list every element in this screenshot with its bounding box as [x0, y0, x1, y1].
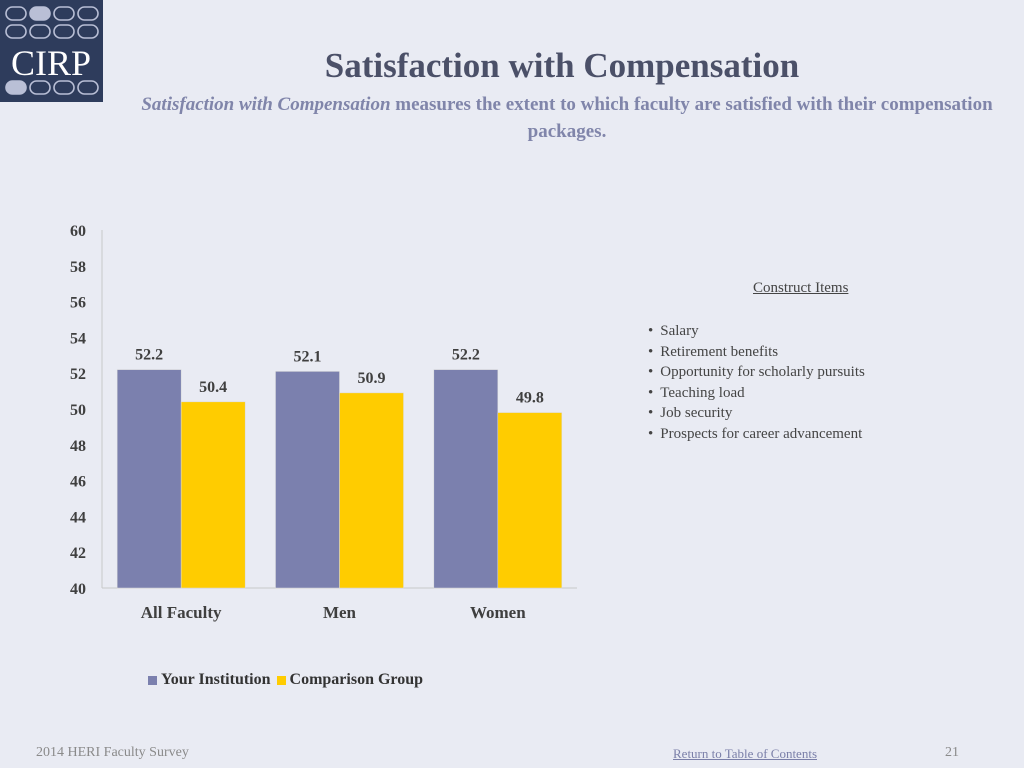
y-tick-label: 42	[70, 545, 86, 562]
x-tick-label-women: Women	[470, 603, 526, 622]
y-tick-label: 58	[70, 259, 86, 276]
legend-swatch-comparison-group	[276, 675, 286, 685]
bar-your-institution-all-faculty	[116, 369, 182, 589]
bar-comparison-group-women	[497, 412, 563, 589]
bar-comparison-group-men	[339, 392, 404, 589]
data-label-your-institution-men: 52.1	[294, 348, 322, 365]
y-tick-label: 44	[70, 509, 86, 526]
page-subtitle: Satisfaction with Compensation measures …	[110, 91, 1024, 145]
construct-item: Teaching load	[648, 383, 865, 404]
y-tick-label: 56	[70, 295, 86, 312]
legend-label-your-institution: Your Institution	[161, 671, 271, 688]
return-to-toc-link[interactable]: Return to Table of Contents	[673, 746, 817, 761]
data-label-your-institution-all-faculty: 52.2	[135, 347, 163, 364]
construct-item: Retirement benefits	[648, 342, 865, 363]
construct-item: Prospects for career advancement	[648, 424, 865, 445]
y-tick-label: 40	[70, 581, 86, 598]
y-tick-label: 54	[70, 330, 86, 347]
logo-graphic: CIRP	[5, 6, 99, 95]
construct-items-list: Salary Retirement benefits Opportunity f…	[648, 321, 865, 444]
legend-label-comparison-group: Comparison Group	[289, 671, 424, 688]
y-tick-label: 48	[70, 438, 86, 455]
y-tick-label: 46	[70, 474, 86, 491]
bar-your-institution-men	[275, 371, 340, 589]
legend-swatch-your-institution	[148, 675, 157, 685]
legend-item-your-institution: Your Institution	[148, 671, 271, 689]
subtitle-emphasis: Satisfaction with Compensation	[141, 94, 391, 115]
page-number: 21	[945, 745, 959, 760]
data-label-comparison-group-men: 50.9	[358, 370, 386, 387]
footer-survey-name: 2014 HERI Faculty Survey	[36, 745, 189, 760]
data-label-comparison-group-all-faculty: 50.4	[199, 379, 227, 396]
x-tick-label-men: Men	[323, 603, 357, 622]
page-title: Satisfaction with Compensation	[324, 46, 800, 85]
construct-items-heading: Construct Items	[753, 280, 849, 296]
data-label-your-institution-women: 52.2	[452, 347, 480, 364]
bar-chart: 40 42 44 46 48 50 52 54 56 58 60 52.2 50.4 All Facult…	[70, 223, 577, 622]
legend-item-comparison-group: Comparison Group	[276, 671, 424, 689]
y-tick-label: 52	[70, 366, 86, 383]
construct-item: Salary	[648, 321, 865, 342]
y-tick-label: 50	[70, 402, 86, 419]
y-tick-label: 60	[70, 223, 86, 240]
bar-your-institution-women	[433, 369, 499, 589]
construct-item: Job security	[648, 403, 865, 424]
construct-item: Opportunity for scholarly pursuits	[648, 362, 865, 383]
data-label-comparison-group-women: 49.8	[516, 390, 544, 407]
cirp-logo: CIRP	[0, 0, 103, 102]
logo-text: CIRP	[11, 43, 91, 83]
chart-legend: Your Institution Comparison Group	[148, 671, 429, 689]
x-tick-label-all-faculty: All Faculty	[141, 603, 222, 622]
subtitle-text: measures the extent to which faculty are…	[390, 94, 993, 142]
bar-comparison-group-all-faculty	[180, 401, 246, 589]
